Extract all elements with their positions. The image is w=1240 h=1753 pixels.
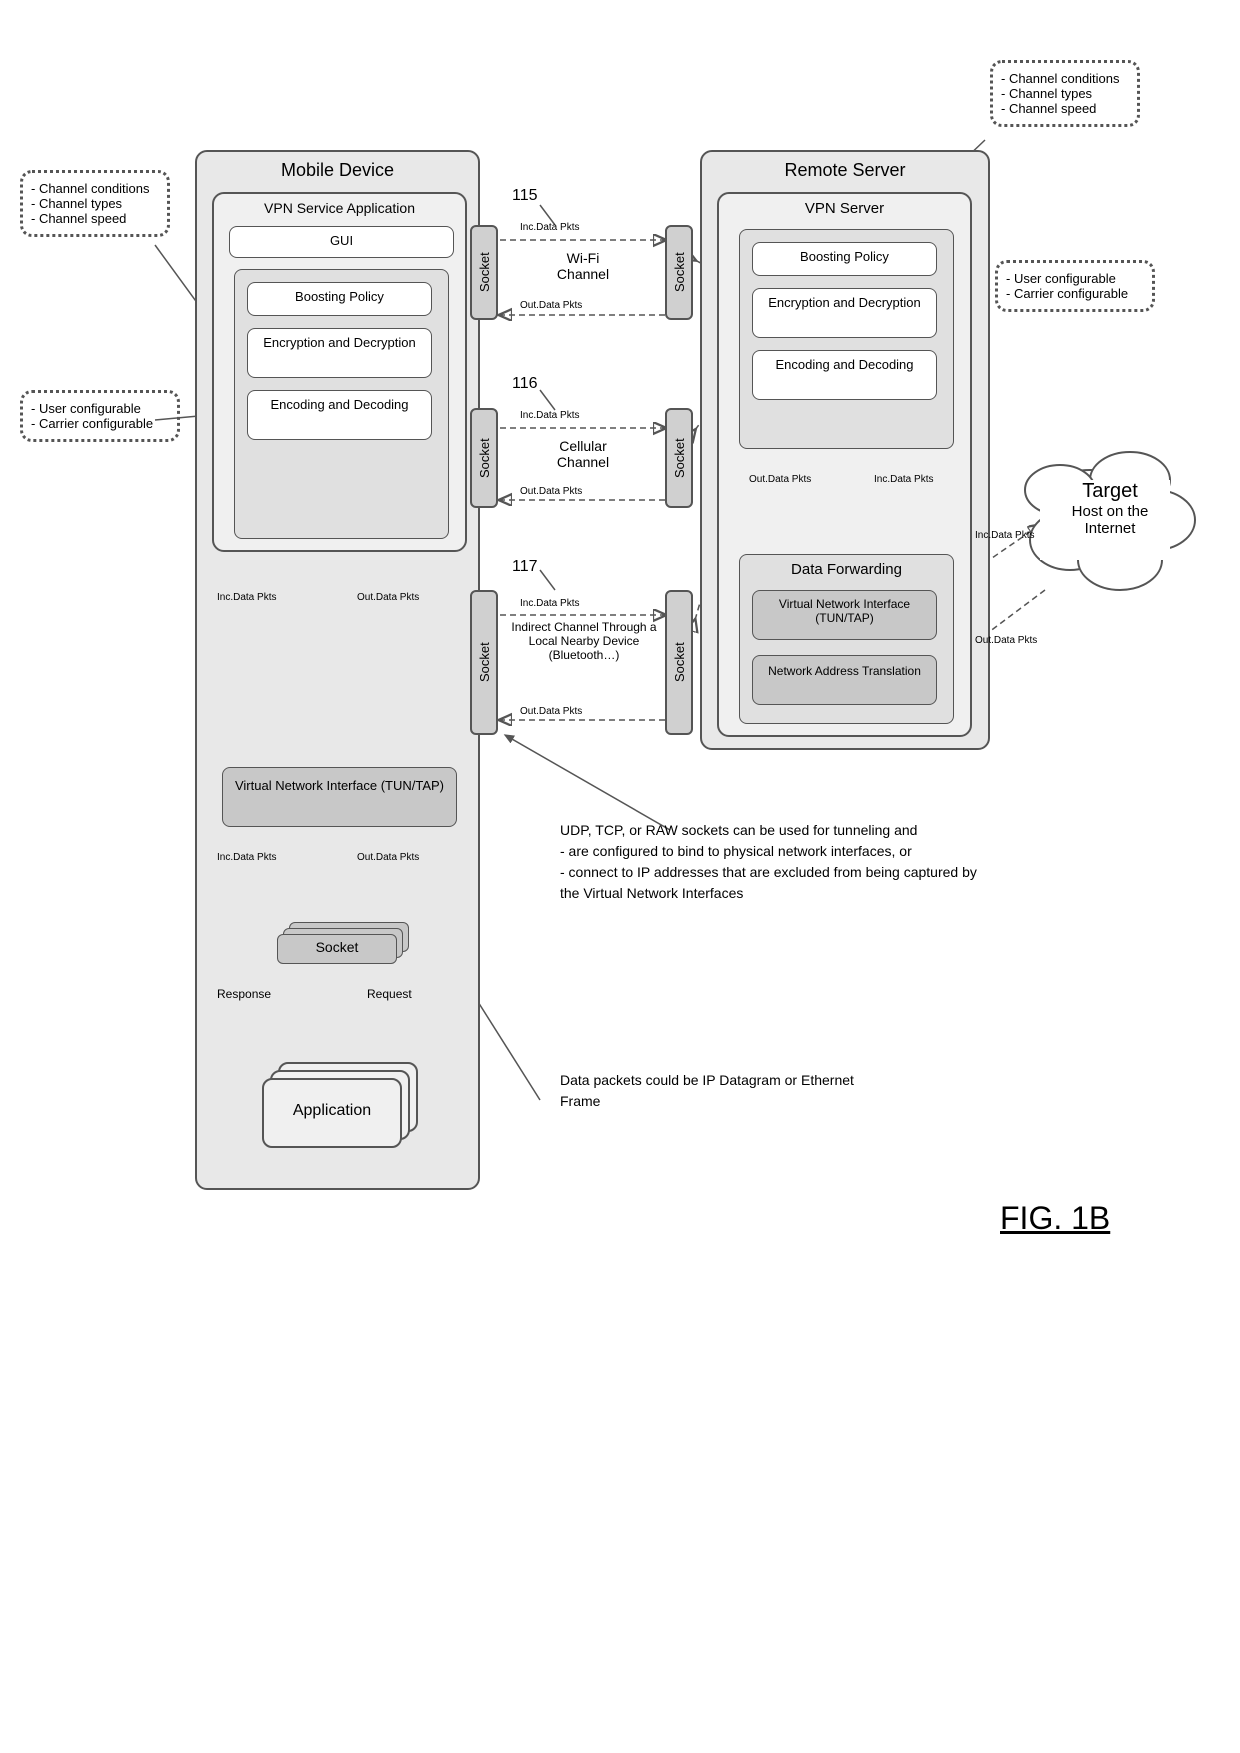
client-out-1: Out.Data Pkts (357, 592, 419, 603)
client-inc-1: Inc.Data Pkts (217, 592, 276, 603)
cloud-out: Out.Data Pkts (975, 635, 1037, 646)
indirect-channel: Indirect Channel Through a Local Nearby … (510, 620, 658, 662)
ref-115: 115 (512, 187, 538, 205)
server-socket-cellular: Socket (665, 408, 693, 508)
note-configurable-right: - User configurable - Carrier configurab… (995, 260, 1155, 312)
note-channel-conditions-left: - Channel conditions - Channel types - C… (20, 170, 170, 237)
client-socket-wifi: Socket (470, 225, 498, 320)
client-socket-cellular: Socket (470, 408, 498, 508)
server-encryption: Encryption and Decryption (752, 288, 937, 338)
cloud-target: Target (1045, 480, 1175, 503)
vpn-server-label: VPN Server (719, 200, 970, 217)
client-vni: Virtual Network Interface (TUN/TAP) (222, 767, 457, 827)
cloud-text: Target Host on the Internet (1045, 480, 1175, 537)
ref-117: 117 (512, 558, 538, 576)
client-encryption: Encryption and Decryption (247, 328, 432, 378)
cell-out: Out.Data Pkts (520, 486, 582, 497)
vpn-app-label: VPN Service Application (214, 200, 465, 216)
client-inc-2: Inc.Data Pkts (217, 852, 276, 863)
vpn-inner-group: Boosting Policy Encryption and Decryptio… (234, 269, 449, 539)
cloud-inc: Inc.Data Pkts (975, 530, 1034, 541)
server-nat: Network Address Translation (752, 655, 937, 705)
server-socket-indirect: Socket (665, 590, 693, 735)
remote-server-title: Remote Server (702, 160, 988, 181)
data-forwarding: Data Forwarding Virtual Network Interfac… (739, 554, 954, 724)
ind-out: Out.Data Pkts (520, 706, 582, 717)
client-socket-indirect: Socket (470, 590, 498, 735)
gui-box: GUI (229, 226, 454, 258)
mobile-device-container: Mobile Device VPN Service Application GU… (195, 150, 480, 1190)
ref-116: 116 (512, 375, 538, 393)
ind-inc: Inc.Data Pkts (520, 598, 579, 609)
cellular-channel: Cellular Channel (548, 438, 618, 470)
remote-server-container: Remote Server VPN Server Boosting Policy… (700, 150, 990, 750)
request-label: Request (367, 987, 412, 1001)
server-encoding: Encoding and Decoding (752, 350, 937, 400)
mobile-device-title: Mobile Device (197, 160, 478, 181)
server-inner-group: Boosting Policy Encryption and Decryptio… (739, 229, 954, 449)
packets-annotation: Data packets could be IP Datagram or Eth… (560, 1070, 880, 1112)
wifi-channel: Wi-Fi Channel (548, 250, 618, 282)
note-channel-conditions-right: - Channel conditions - Channel types - C… (990, 60, 1140, 127)
server-out-1: Out.Data Pkts (749, 474, 811, 485)
cell-inc: Inc.Data Pkts (520, 410, 579, 421)
server-vni: Virtual Network Interface (TUN/TAP) (752, 590, 937, 640)
sockets-annotation: UDP, TCP, or RAW sockets can be used for… (560, 820, 990, 904)
server-boosting-policy: Boosting Policy (752, 242, 937, 276)
server-socket-wifi: Socket (665, 225, 693, 320)
vpn-service-app: VPN Service Application GUI Boosting Pol… (212, 192, 467, 552)
server-inc-1: Inc.Data Pkts (874, 474, 933, 485)
client-encoding: Encoding and Decoding (247, 390, 432, 440)
figure-label: FIG. 1B (1000, 1200, 1110, 1237)
wifi-out: Out.Data Pkts (520, 300, 582, 311)
response-label: Response (217, 987, 271, 1001)
data-forwarding-label: Data Forwarding (740, 561, 953, 578)
vpn-server: VPN Server Boosting Policy Encryption an… (717, 192, 972, 737)
client-out-2: Out.Data Pkts (357, 852, 419, 863)
client-boosting-policy: Boosting Policy (247, 282, 432, 316)
note-configurable-left: - User configurable - Carrier configurab… (20, 390, 180, 442)
cloud-host: Host on the Internet (1045, 503, 1175, 537)
wifi-inc: Inc.Data Pkts (520, 222, 579, 233)
